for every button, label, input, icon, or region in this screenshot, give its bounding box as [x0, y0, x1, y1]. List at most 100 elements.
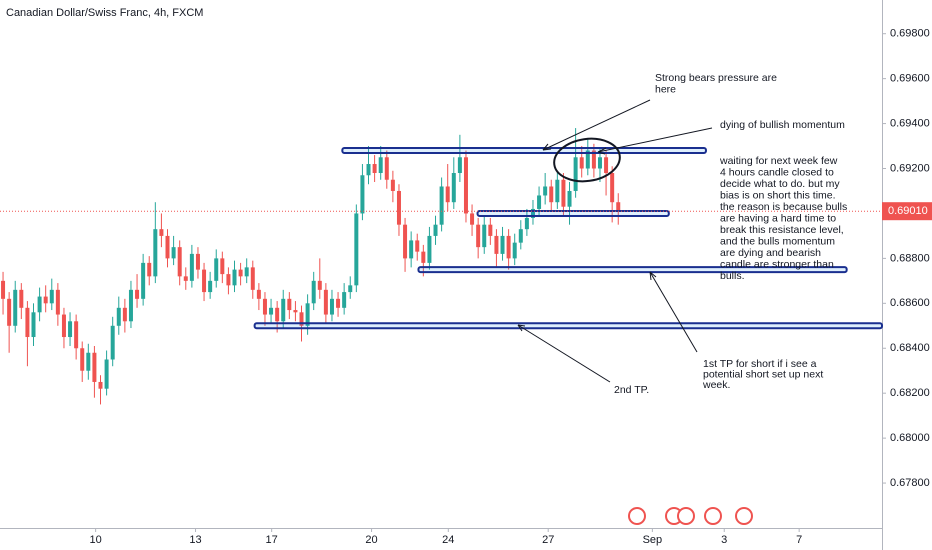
candle-body: [141, 262, 146, 299]
candle-body: [256, 289, 261, 299]
candle-body: [585, 150, 590, 169]
plot: [1, 128, 884, 405]
annotation-text: 2nd TP.: [614, 384, 649, 396]
candle-body: [37, 296, 42, 313]
candle-body: [616, 202, 621, 212]
annotation-text: are having a hard time to: [720, 212, 836, 224]
candle-body: [104, 359, 109, 389]
annotation-text: the reason is because bulls: [720, 201, 847, 213]
level-zone: [417, 266, 848, 274]
candle-body: [159, 229, 164, 236]
candle-body: [610, 173, 615, 203]
candle-body: [427, 235, 432, 263]
arrow-head: [649, 271, 657, 281]
annotation-text: bias is on short this time.: [720, 189, 836, 201]
candle-body: [415, 240, 420, 252]
candle-body: [214, 258, 219, 281]
x-tick-label: 7: [796, 534, 802, 546]
event-icon: [735, 507, 753, 525]
candle-body: [390, 179, 395, 191]
candle-body: [396, 190, 401, 225]
level-zone: [341, 147, 707, 155]
candle-body: [524, 217, 529, 230]
candle-body: [226, 274, 231, 286]
candle-body: [293, 310, 298, 313]
candle-body: [329, 298, 334, 315]
chart-title: Canadian Dollar/Swiss Franc, 4h, FXCM: [6, 7, 203, 19]
candle-body: [86, 352, 91, 371]
candle-body: [494, 235, 499, 254]
candle-body: [518, 229, 523, 243]
candle-body: [244, 267, 249, 277]
annotation-text: and the bulls momentum: [720, 235, 835, 247]
candle-body: [153, 229, 158, 277]
candle-body: [122, 307, 127, 322]
candle-body: [195, 253, 200, 270]
annotation-text: dying of bullish momentum: [720, 119, 845, 131]
candle-body: [25, 307, 30, 338]
arrow: [542, 99, 651, 151]
candle-body: [98, 381, 103, 389]
candle-body: [110, 325, 115, 360]
annotation-text: break this resistance level,: [720, 224, 844, 236]
candle-body: [530, 208, 535, 218]
candle-body: [31, 312, 36, 338]
candle-body: [354, 213, 359, 286]
candle-body: [92, 352, 97, 382]
candle-body: [262, 298, 267, 315]
x-tick-label: 20: [365, 534, 377, 546]
annotation-text: Strong bears pressure are: [655, 72, 777, 84]
candle-body: [13, 289, 18, 326]
annotation-text: candle are stronger than: [720, 258, 834, 270]
annotation-text: bulls.: [720, 270, 745, 282]
last-price-label: 0.69010: [888, 205, 928, 217]
candle-body: [275, 307, 280, 322]
candle-body: [567, 190, 572, 207]
candle-body: [19, 289, 24, 308]
arrow-head: [517, 324, 526, 332]
candle-body: [573, 157, 578, 191]
candle-body: [311, 280, 316, 304]
candle-body: [1, 280, 6, 299]
x-tick-label: Sep: [643, 534, 663, 546]
level-zone: [253, 322, 884, 330]
candle-body: [208, 280, 213, 293]
candle-body: [61, 314, 66, 338]
last-price-tag: [882, 202, 932, 221]
y-tick-label: 0.69200: [890, 162, 930, 174]
candle-body: [116, 307, 121, 326]
candle-body: [342, 292, 347, 308]
candle-body: [165, 235, 170, 259]
candle-body: [463, 157, 468, 214]
candle-body: [177, 247, 182, 277]
candle-body: [202, 269, 207, 293]
annotation-shapes: [517, 99, 713, 383]
candle-body: [597, 157, 602, 169]
candle-body: [561, 179, 566, 207]
candle-body: [451, 173, 456, 203]
candle-body: [500, 235, 505, 254]
candle-body: [299, 312, 304, 326]
candle-body: [128, 289, 133, 322]
y-tick-label: 0.69600: [890, 73, 930, 85]
annotation-text: here: [655, 83, 676, 95]
candle-body: [287, 298, 292, 311]
candle-body: [591, 150, 596, 169]
candle-body: [317, 280, 322, 290]
candle-body: [537, 195, 542, 209]
y-tick-label: 0.68000: [890, 432, 930, 444]
candle-body: [579, 157, 584, 169]
candle-body: [360, 175, 365, 214]
candle-body: [476, 224, 481, 248]
x-tick-label: 13: [189, 534, 201, 546]
candle-body: [409, 240, 414, 259]
candle-body: [55, 289, 60, 315]
arrow: [649, 271, 698, 353]
y-tick-label: 0.68400: [890, 342, 930, 354]
candle-body: [68, 321, 73, 338]
candle-body: [269, 307, 274, 315]
candle-body: [457, 157, 462, 174]
candle-body: [403, 224, 408, 259]
